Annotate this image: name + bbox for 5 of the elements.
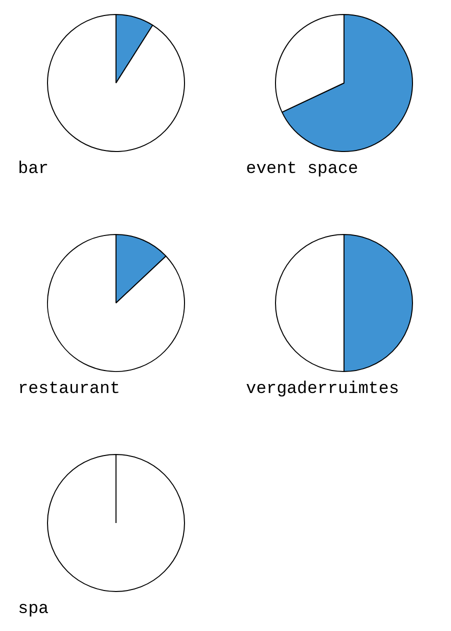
text: bar xyxy=(17,160,50,179)
text: event space xyxy=(245,160,360,179)
text: spa xyxy=(17,600,50,619)
text: restaurant xyxy=(17,380,122,399)
text: vergaderruimtes xyxy=(245,380,400,399)
